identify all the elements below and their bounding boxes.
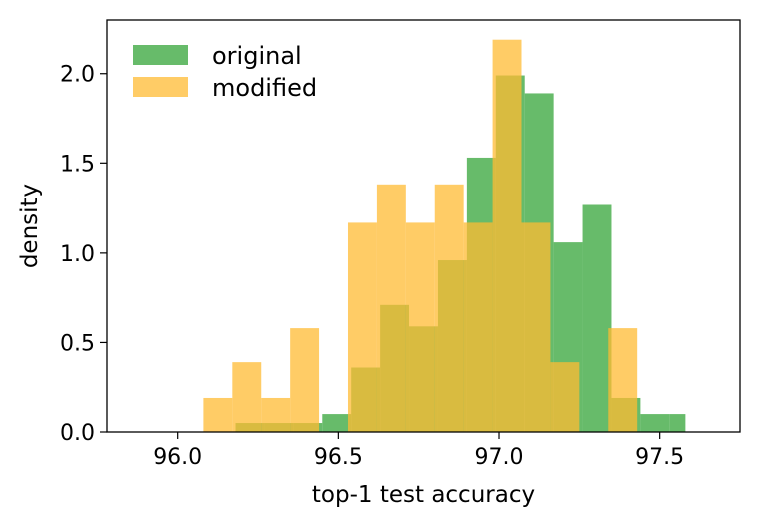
bar-original-12 [582, 204, 612, 432]
bar-modified-8 [434, 184, 464, 432]
bar-modified-0 [203, 397, 233, 432]
bar-modified-7 [405, 222, 435, 432]
legend: original modified [133, 42, 317, 102]
legend-swatch-modified [133, 77, 188, 97]
bar-original-14 [640, 414, 670, 432]
y-tick-label: 0.5 [60, 331, 95, 356]
bar-modified-5 [347, 222, 377, 432]
x-axis-label: top-1 test accuracy [312, 482, 535, 508]
y-tick-label: 0.0 [60, 421, 95, 446]
y-tick-label: 1.0 [60, 242, 95, 267]
bar-modified-12 [550, 362, 580, 432]
series-modified-bars [203, 39, 638, 433]
bar-original-15 [669, 414, 686, 432]
legend-label-modified: modified [212, 74, 317, 102]
plot-area-frame [106, 19, 741, 433]
y-tick-label: 2.0 [60, 63, 95, 88]
bar-modified-10 [492, 39, 522, 433]
legend-label-original: original [212, 42, 302, 70]
x-tick-label: 97.5 [635, 445, 684, 470]
bar-modified-9 [463, 222, 493, 432]
x-axis-ticks: 96.0 96.5 97.0 97.5 [153, 432, 684, 470]
x-tick-label: 96.0 [153, 445, 202, 470]
x-tick-label: 97.0 [475, 445, 524, 470]
bar-modified-2 [261, 397, 291, 432]
bar-modified-3 [290, 328, 320, 432]
bar-modified-1 [232, 362, 262, 432]
bar-modified-14 [608, 328, 638, 432]
y-axis-ticks: 0.0 0.5 1.0 1.5 2.0 [60, 63, 107, 446]
y-axis-label: density [17, 184, 43, 268]
bar-original-3 [322, 414, 352, 432]
legend-swatch-original [133, 45, 188, 65]
bar-modified-6 [376, 184, 406, 432]
y-tick-label: 1.5 [60, 152, 95, 177]
bar-modified-11 [521, 222, 551, 432]
x-tick-label: 96.5 [314, 445, 363, 470]
